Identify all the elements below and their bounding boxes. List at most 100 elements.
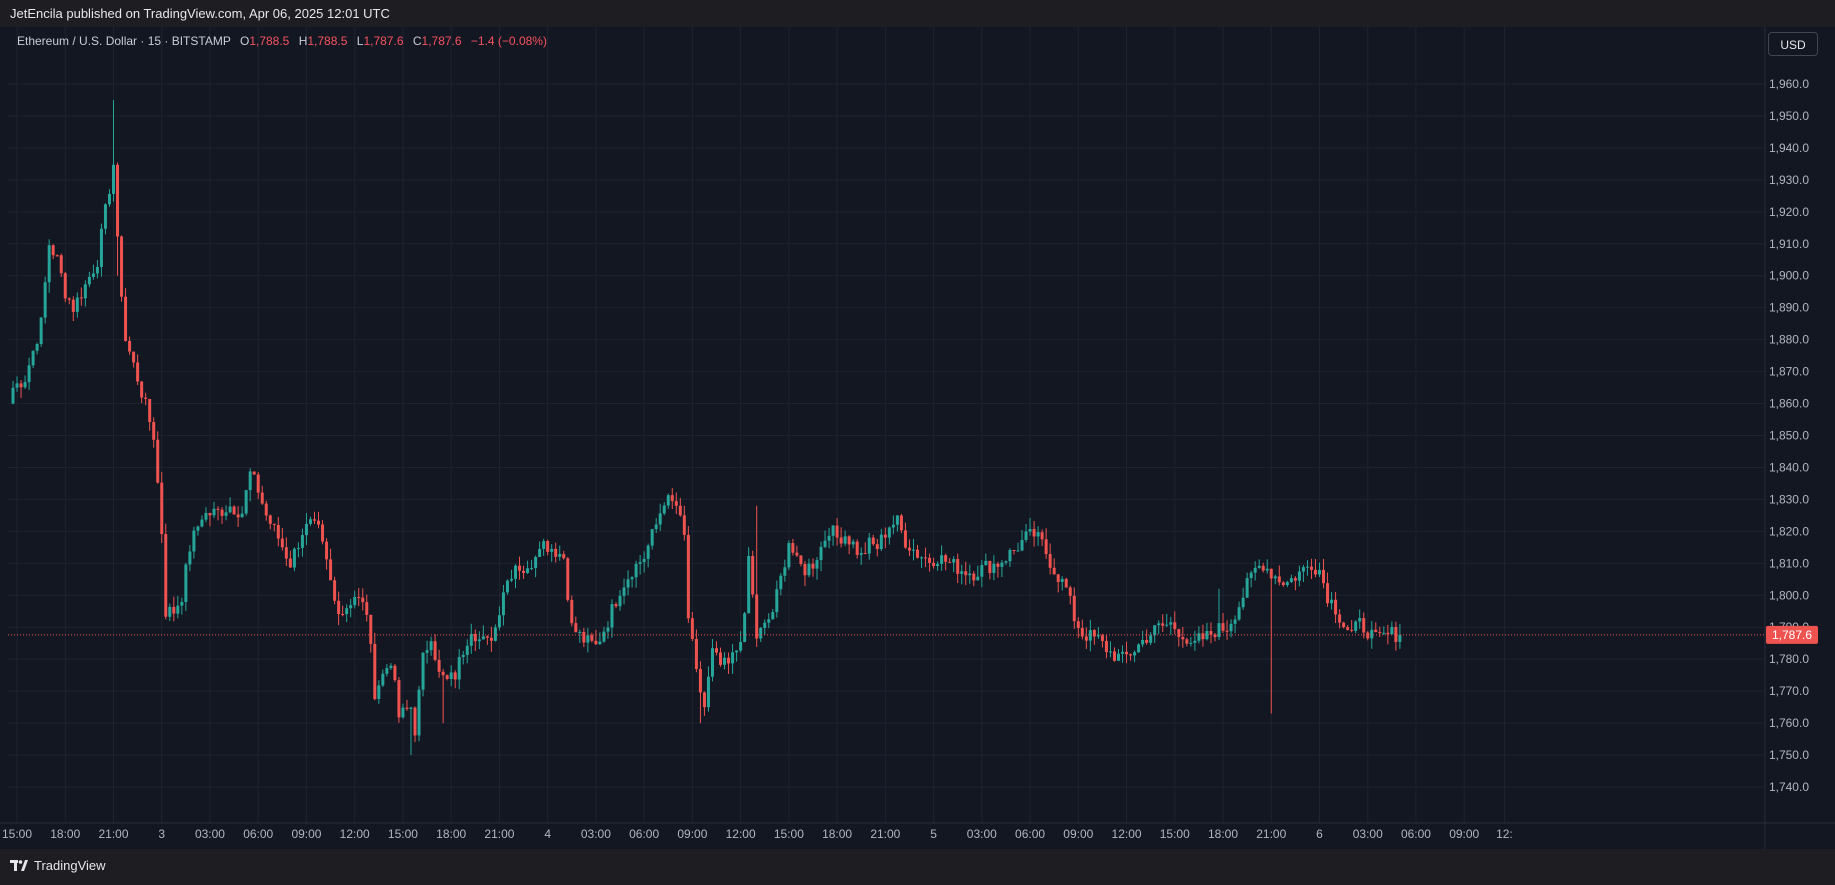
time-tick-label: 09:00 — [291, 827, 321, 841]
candle-body — [1149, 635, 1153, 643]
time-tick-label: 09:00 — [1449, 827, 1479, 841]
chart-area[interactable]: 1,740.01,750.01,760.01,770.01,780.01,790… — [0, 27, 1835, 849]
candle-body — [413, 707, 417, 736]
candle-body — [839, 537, 843, 544]
candle-body — [296, 547, 300, 549]
candle-body — [1313, 569, 1317, 575]
candle-body — [200, 519, 204, 527]
candle-body — [107, 193, 111, 205]
candle-body — [554, 548, 558, 557]
candle-body — [184, 564, 188, 602]
candle-body — [208, 512, 212, 516]
candle-body — [895, 515, 899, 525]
open-value: 1,788.5 — [249, 34, 290, 48]
time-tick-label: 15:00 — [2, 827, 32, 841]
symbol-name[interactable]: Ethereum / U.S. Dollar · 15 · BITSTAMP — [17, 34, 231, 48]
candle-body — [956, 559, 960, 574]
candle-body — [855, 541, 859, 555]
candles — [11, 99, 1402, 756]
candle-body — [1072, 595, 1076, 622]
time-tick-label: 15:00 — [774, 827, 804, 841]
candle-body — [1374, 629, 1378, 633]
currency-button[interactable]: USD — [1768, 32, 1818, 56]
candle-body — [823, 540, 827, 547]
candle-body — [670, 495, 674, 502]
candle-body — [875, 544, 879, 550]
candle-body — [1137, 644, 1141, 653]
candle-body — [188, 551, 192, 565]
candle-body — [501, 592, 505, 616]
high-value: 1,788.5 — [307, 34, 348, 48]
candle-body — [887, 527, 891, 538]
candle-body — [787, 543, 791, 568]
candle-body — [911, 549, 915, 551]
candle-body — [1044, 539, 1048, 555]
candle-body — [558, 554, 562, 557]
candle-body — [505, 580, 509, 593]
candle-body — [779, 575, 783, 590]
candle-body — [1084, 636, 1088, 641]
time-tick-label: 12:00 — [340, 827, 370, 841]
candle-body — [321, 524, 325, 542]
candle-body — [276, 524, 280, 539]
candle-body — [397, 680, 401, 718]
candle-body — [960, 571, 964, 574]
candle-body — [1237, 607, 1241, 620]
candle-body — [128, 340, 132, 352]
candle-body — [1318, 569, 1321, 575]
last-price-badge — [1766, 625, 1818, 644]
candle-body — [1257, 565, 1261, 568]
candle-body — [112, 164, 115, 194]
candle-body — [1112, 651, 1116, 661]
candle-body — [1249, 572, 1253, 579]
time-tick-label: 03:00 — [581, 827, 611, 841]
candle-body — [1056, 574, 1060, 582]
candle-body — [1028, 528, 1032, 532]
candle-body — [1217, 623, 1221, 638]
candle-body — [228, 506, 232, 513]
candle-body — [457, 657, 461, 680]
candle-body — [401, 707, 405, 718]
candle-body — [570, 599, 574, 624]
price-tick-label: 1,880.0 — [1769, 333, 1809, 347]
candle-body — [232, 506, 236, 515]
candle-body — [329, 559, 333, 581]
candle-body — [739, 641, 743, 651]
candle-body — [140, 381, 144, 398]
candle-body — [393, 665, 397, 681]
candle-body — [1350, 629, 1354, 631]
candle-body — [252, 471, 256, 475]
time-tick-label: 15:00 — [388, 827, 418, 841]
time-tick-label: 21:00 — [1256, 827, 1286, 841]
time-tick-label: 3 — [158, 827, 165, 841]
candle-body — [79, 297, 83, 299]
candle-body — [678, 505, 682, 516]
candle-body — [747, 556, 751, 614]
candle-body — [920, 557, 924, 559]
candle-body — [389, 665, 393, 669]
candle-body — [1233, 619, 1237, 624]
candle-body — [385, 668, 389, 674]
candle-body — [598, 641, 602, 645]
candle-body — [325, 541, 329, 560]
candle-body — [654, 524, 658, 530]
candle-body — [461, 654, 465, 658]
candle-body — [1370, 629, 1374, 639]
close-value: 1,787.6 — [421, 34, 462, 48]
price-tick-label: 1,810.0 — [1769, 556, 1809, 570]
candle-body — [236, 514, 240, 518]
time-tick-label: 06:00 — [629, 827, 659, 841]
candle-body — [538, 548, 542, 557]
candle-body — [204, 512, 208, 520]
candle-body — [602, 631, 606, 642]
candle-body — [164, 534, 168, 617]
time-tick-label: 4 — [544, 827, 551, 841]
candlestick-chart[interactable]: 1,740.01,750.01,760.01,770.01,780.01,790… — [0, 27, 1835, 849]
tradingview-logo[interactable]: TradingView — [10, 849, 106, 883]
candle-body — [1205, 630, 1209, 640]
candle-body — [831, 525, 835, 536]
candle-body — [638, 562, 642, 564]
candle-body — [1366, 632, 1370, 639]
candle-body — [152, 421, 156, 440]
candle-body — [300, 535, 304, 548]
